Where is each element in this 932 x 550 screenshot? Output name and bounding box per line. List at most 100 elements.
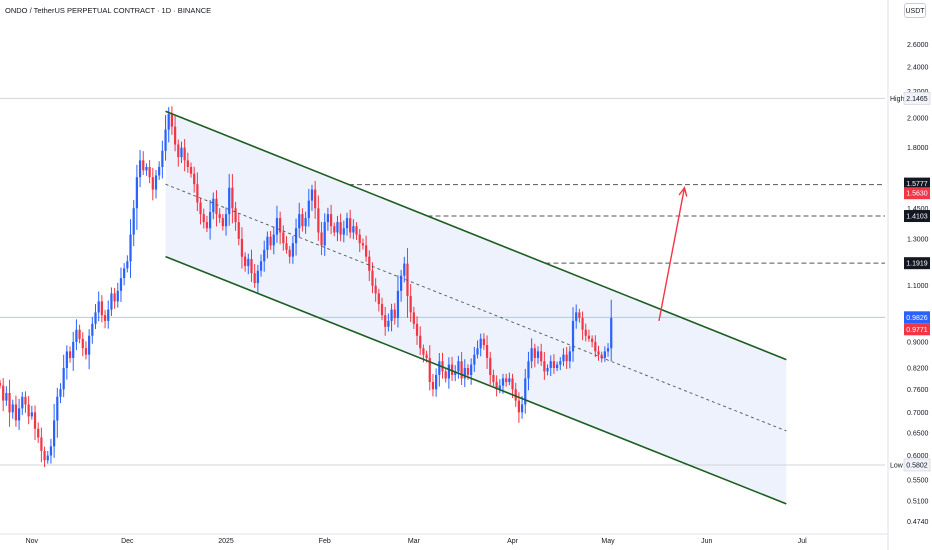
candle [218,214,221,219]
candle [228,187,231,215]
x-tick-label: Feb [319,538,331,545]
level-badge: 1.1919 [906,261,928,268]
candle [282,232,285,244]
candle [49,446,53,456]
candle [240,238,244,257]
candle [256,270,259,284]
candle [530,348,533,362]
projection-arrow-head [678,186,688,197]
candle [536,351,540,358]
candle [298,214,301,229]
candle [119,278,123,291]
level-value-label: 2.1465 [906,96,928,103]
candle [310,189,314,201]
candle [17,408,21,421]
candle [199,202,202,215]
candle [231,187,234,209]
candle [460,361,463,379]
level-name-label: High [890,96,905,103]
candle [307,200,310,219]
candle [173,126,177,145]
candle [56,396,59,421]
candle [161,150,164,167]
candle [250,258,253,274]
candle [524,378,527,405]
candle [53,420,56,447]
candle [180,147,183,158]
candle [555,364,559,368]
currency-button[interactable]: USDT [904,3,926,18]
candle [352,226,355,233]
candle [272,234,275,246]
candle [610,318,613,349]
candle [291,243,294,257]
y-tick-label: 1.1000 [907,283,929,290]
candle [189,166,193,174]
candle [304,218,307,227]
candle [317,208,320,233]
candle [498,385,501,390]
candle [400,275,403,291]
candle [132,208,135,235]
candle [170,113,174,127]
candle [97,301,100,313]
candle [447,364,450,379]
candle [62,367,65,390]
candle [409,296,412,313]
candle [14,404,18,421]
level-badge: 1.5777 [906,181,928,188]
candle [285,243,288,250]
candle [565,354,568,362]
channel-fill [165,111,787,504]
candle [193,173,196,185]
candle [177,144,180,158]
candle [75,329,78,342]
candle [5,393,8,401]
level-badge: 1.4103 [906,214,928,221]
candle [113,293,116,302]
candle [603,351,606,358]
current-price-badge-box [904,311,930,324]
candle [540,351,543,362]
x-tick-label: May [601,538,615,545]
candle [333,226,336,233]
candle [594,341,597,352]
candle [514,389,517,401]
x-tick-label: 2025 [218,538,234,545]
candle [520,404,524,413]
candle [186,160,189,167]
candle [81,338,84,349]
y-tick-label: 0.5100 [907,499,929,506]
candle [27,404,30,417]
candle [587,335,591,339]
candle [202,214,205,223]
candle [208,212,212,229]
candle [425,354,428,358]
candle [135,177,139,209]
y-tick-label: 2.0000 [907,116,929,123]
candle [145,166,148,171]
candle [247,258,250,266]
candle [450,364,454,375]
candle [419,335,422,349]
y-tick-label: 1.8000 [907,145,929,152]
candle [205,222,209,229]
candle [581,318,584,330]
candle [212,198,215,213]
candle [279,218,282,233]
candle [384,315,387,327]
level-value-box [903,458,931,472]
candle [263,249,266,262]
x-tick-label: Apr [507,538,519,545]
candle [501,378,505,386]
y-tick-label: 0.6500 [907,431,929,438]
level-badge-box [904,210,930,223]
candle [415,323,419,336]
projection-arrow-line [658,187,686,322]
candle [11,404,14,413]
candle [543,361,546,372]
candle [126,261,129,269]
y-tick-label: 0.6000 [907,453,929,460]
